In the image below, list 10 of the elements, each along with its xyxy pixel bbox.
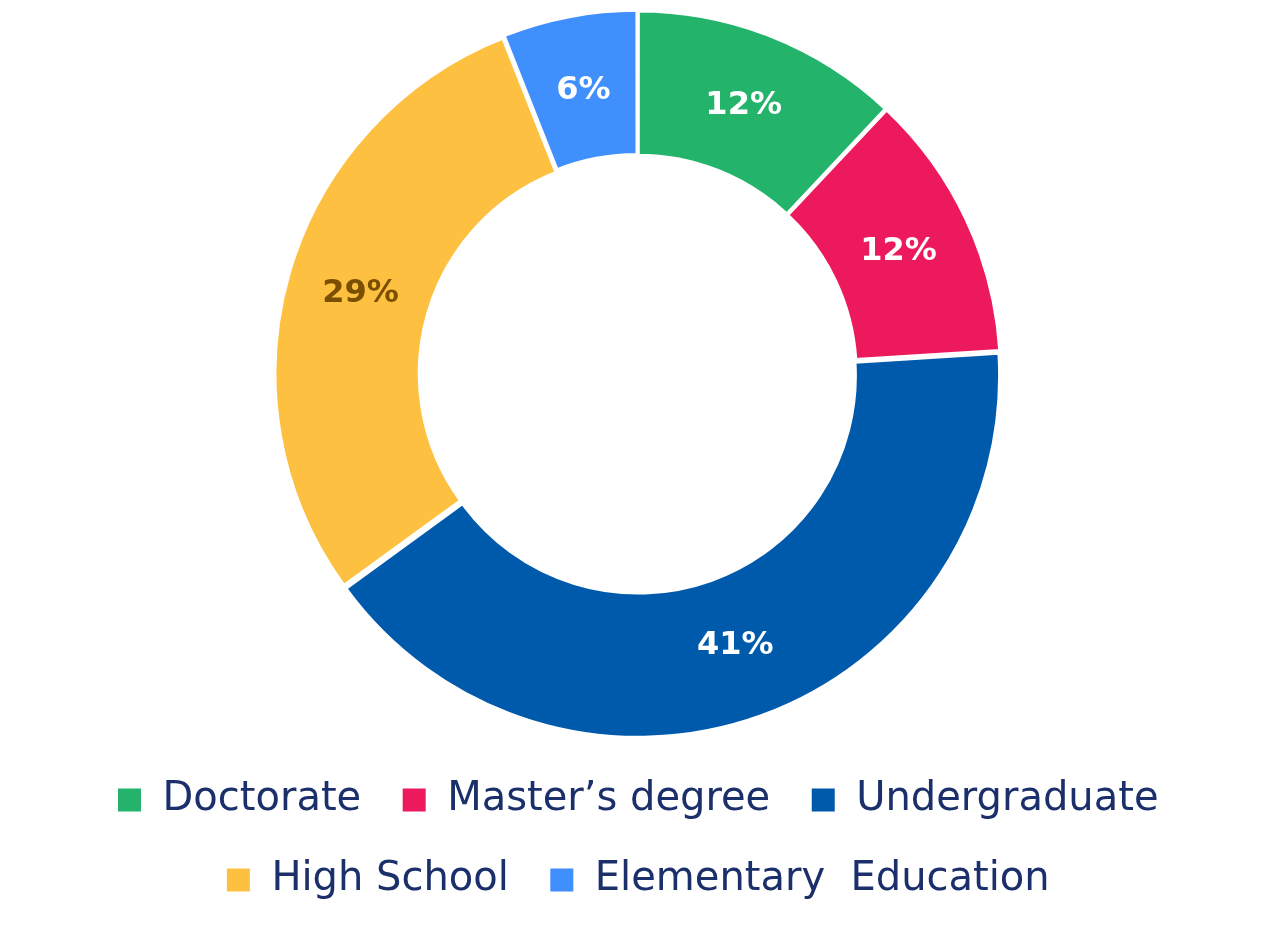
data-label: 12% <box>705 84 782 123</box>
legend-label: Elementary Education <box>594 853 1050 900</box>
data-label: 12% <box>860 229 937 268</box>
legend-label: Undergraduate <box>856 773 1159 820</box>
legend-label: Doctorate <box>162 773 362 820</box>
data-label: 6% <box>556 69 611 108</box>
data-label: 41% <box>696 623 774 662</box>
data-label: 29% <box>322 271 399 310</box>
legend-label: High School <box>271 853 509 900</box>
legend-label: Master’s degree <box>447 773 771 820</box>
